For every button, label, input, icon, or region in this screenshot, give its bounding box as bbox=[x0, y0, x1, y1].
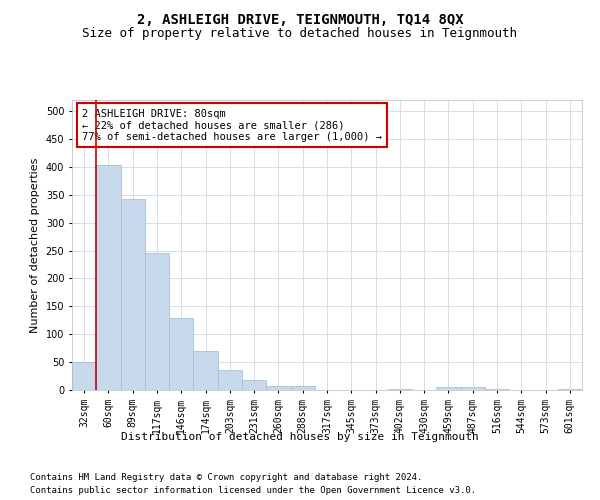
Bar bbox=[461, 387, 485, 390]
Text: 2, ASHLEIGH DRIVE, TEIGNMOUTH, TQ14 8QX: 2, ASHLEIGH DRIVE, TEIGNMOUTH, TQ14 8QX bbox=[137, 12, 463, 26]
Text: Contains public sector information licensed under the Open Government Licence v3: Contains public sector information licen… bbox=[30, 486, 476, 495]
Bar bbox=[558, 389, 582, 390]
Bar bbox=[96, 165, 121, 390]
Bar bbox=[266, 386, 290, 390]
Text: 2 ASHLEIGH DRIVE: 80sqm
← 22% of detached houses are smaller (286)
77% of semi-d: 2 ASHLEIGH DRIVE: 80sqm ← 22% of detache… bbox=[82, 108, 382, 142]
Text: Size of property relative to detached houses in Teignmouth: Size of property relative to detached ho… bbox=[83, 28, 517, 40]
Bar bbox=[169, 318, 193, 390]
Bar bbox=[218, 370, 242, 390]
Y-axis label: Number of detached properties: Number of detached properties bbox=[30, 158, 40, 332]
Bar bbox=[290, 386, 315, 390]
Text: Distribution of detached houses by size in Teignmouth: Distribution of detached houses by size … bbox=[121, 432, 479, 442]
Bar bbox=[72, 362, 96, 390]
Bar bbox=[193, 351, 218, 390]
Bar bbox=[436, 387, 461, 390]
Bar bbox=[121, 198, 145, 390]
Bar bbox=[388, 389, 412, 390]
Bar bbox=[242, 380, 266, 390]
Bar bbox=[145, 253, 169, 390]
Text: Contains HM Land Registry data © Crown copyright and database right 2024.: Contains HM Land Registry data © Crown c… bbox=[30, 472, 422, 482]
